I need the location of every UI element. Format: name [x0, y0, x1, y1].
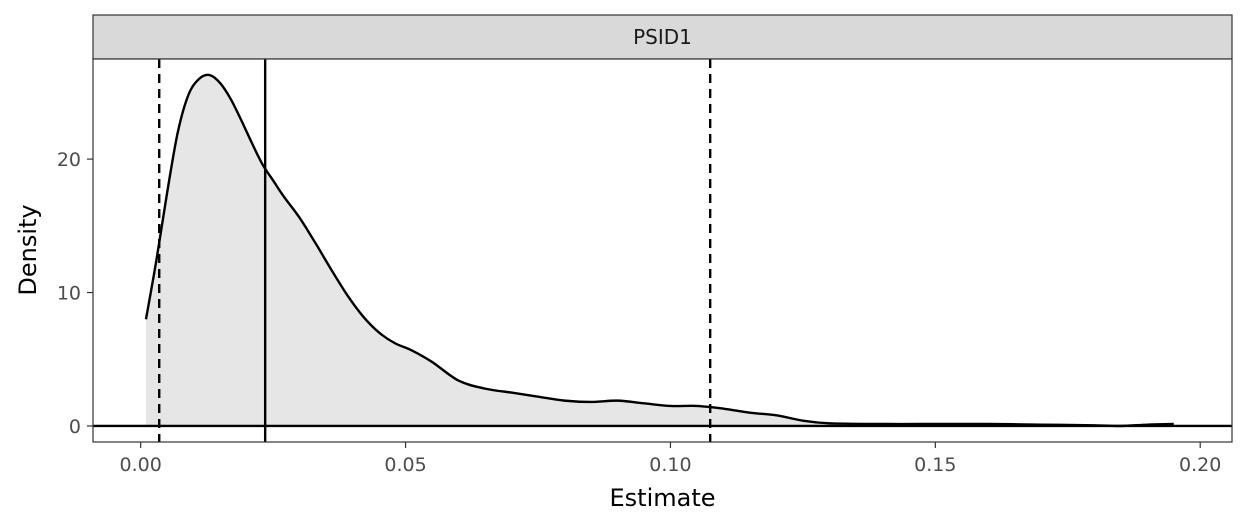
density-curve	[144, 73, 1174, 428]
x-axis: 0.00 0.05 0.10 0.15 0.20	[120, 442, 1221, 476]
y-tick-label: 20	[57, 149, 81, 171]
panel-border	[92, 58, 1233, 443]
density-area	[145, 74, 1174, 427]
reference-lines	[158, 59, 712, 442]
x-tick-label: 0.15	[914, 454, 956, 476]
y-tick-label: 10	[57, 283, 81, 305]
facet-strip	[92, 14, 1233, 60]
x-tick-label: 0.10	[649, 454, 691, 476]
y-axis: 0 10 20	[57, 149, 93, 438]
y-axis-title: Density	[14, 204, 42, 295]
facet-strip-label: PSID1	[633, 25, 692, 49]
x-tick-label: 0.20	[1179, 454, 1221, 476]
x-tick-label: 0.00	[120, 454, 162, 476]
x-tick-label: 0.05	[384, 454, 426, 476]
x-axis-title: Estimate	[609, 484, 715, 512]
y-tick-label: 0	[69, 416, 81, 438]
